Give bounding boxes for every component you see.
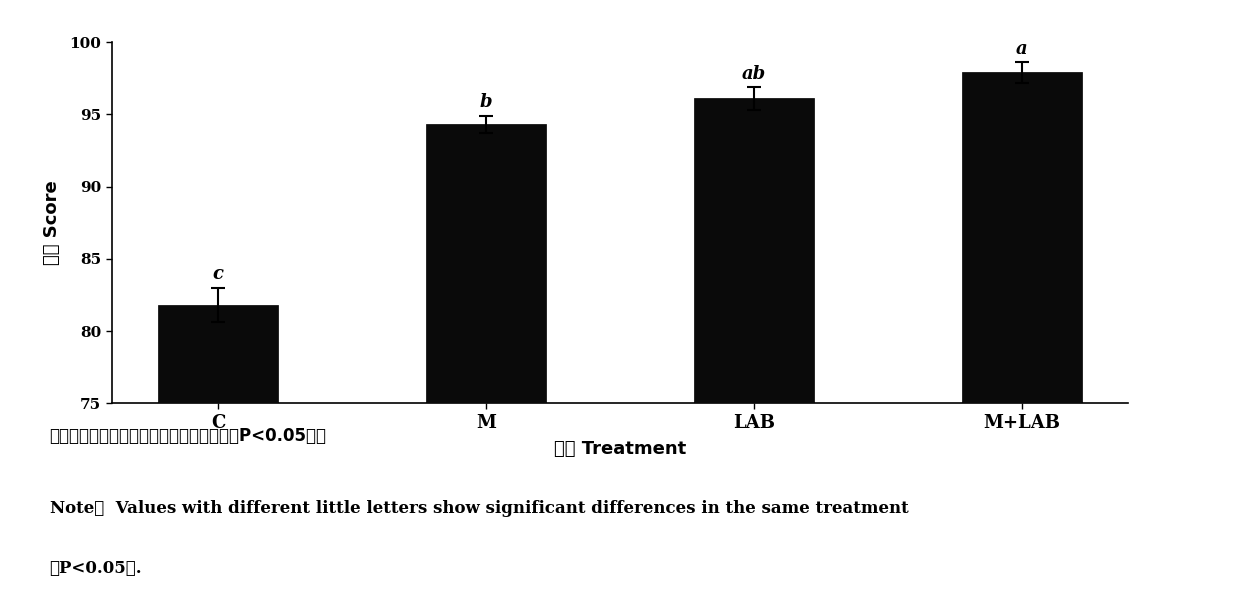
Text: a: a xyxy=(1016,40,1028,58)
Y-axis label: 得分 Score: 得分 Score xyxy=(43,181,61,265)
Bar xyxy=(693,99,815,403)
Bar xyxy=(157,305,279,403)
Text: 注：不同小写字母表示不同处理差异显著（P<0.05）。: 注：不同小写字母表示不同处理差异显著（P<0.05）。 xyxy=(50,427,326,445)
Text: ab: ab xyxy=(742,64,766,82)
Text: c: c xyxy=(212,265,223,284)
Bar xyxy=(425,125,547,403)
Text: （P<0.05）.: （P<0.05）. xyxy=(50,560,143,577)
Bar xyxy=(961,72,1083,403)
Text: b: b xyxy=(480,93,492,111)
X-axis label: 处理 Treatment: 处理 Treatment xyxy=(554,440,686,458)
Text: Note：  Values with different little letters show significant differences in the : Note： Values with different little lette… xyxy=(50,500,909,517)
